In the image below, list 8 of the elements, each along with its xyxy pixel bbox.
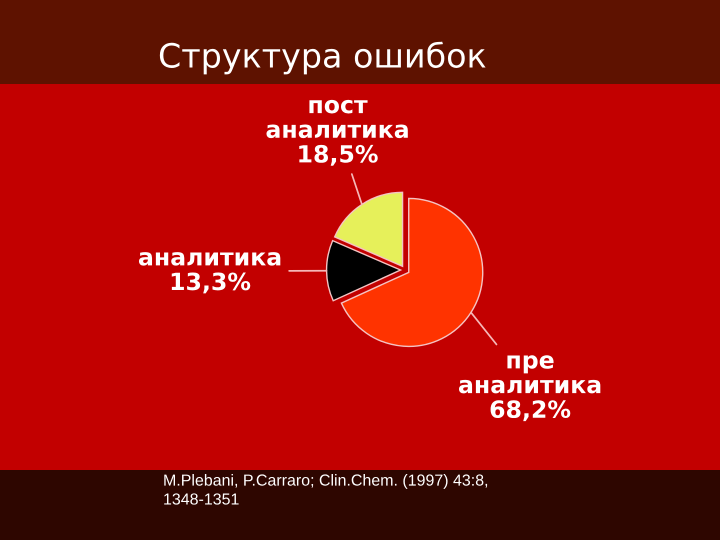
data-label: 13,3% [172, 272, 250, 294]
slice-label: пост аналитика [266, 100, 408, 138]
chart-title: Структура ошибок [160, 42, 486, 74]
data-label: 18,5% [299, 144, 378, 166]
slice-label: пре аналитика [458, 355, 600, 394]
data-label: 68,2% [490, 400, 570, 422]
text: M.Plebani, P.Carraro; Clin.Chem. (1997) 43:8, 1348-1351 [164, 474, 488, 505]
slice-label: аналитика [138, 252, 280, 266]
